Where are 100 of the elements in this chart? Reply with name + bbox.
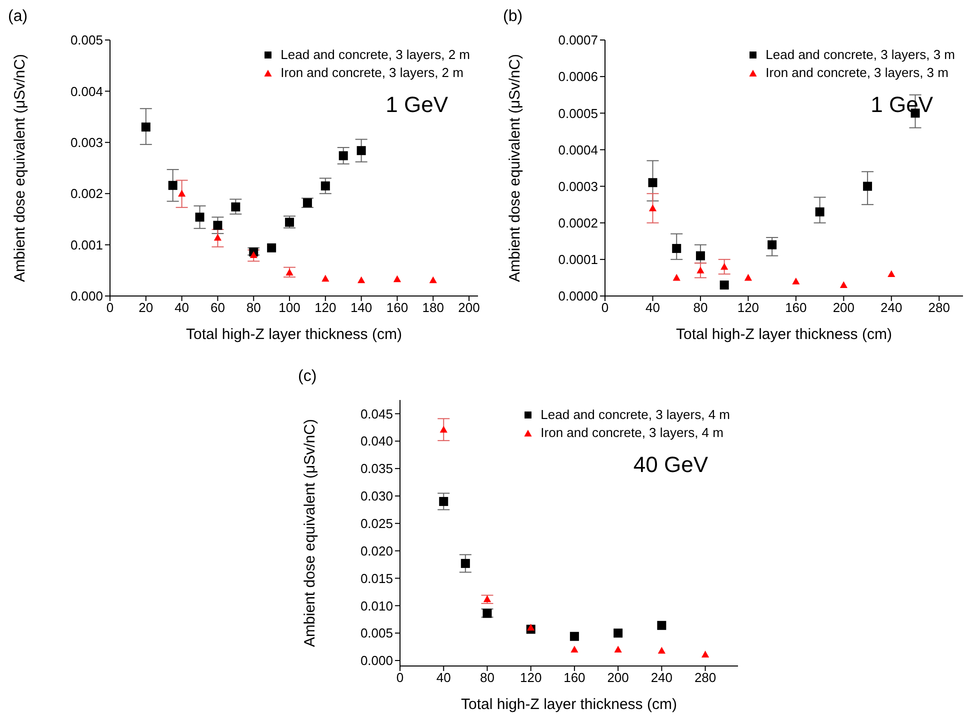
y-tick-label: 0.004 [70,84,103,99]
y-tick-label: 0.000 [70,288,103,304]
annotation: 40 GeV [633,452,708,478]
point [195,212,204,222]
x-tick-label: 20 [138,300,154,316]
x-tick-label: 120 [737,300,760,316]
y-tick-label: 0.005 [70,32,103,48]
point [648,178,658,188]
point [250,251,258,258]
x-tick-label: 0 [601,300,609,316]
point [648,204,657,212]
y-tick-label: 0.0000 [558,288,598,304]
point [888,270,896,278]
point [356,146,366,156]
x-tick-label: 40 [646,300,660,316]
point [720,262,728,270]
x-tick-label: 120 [520,670,542,686]
point [768,240,777,250]
point [614,646,622,653]
legend-label: Lead and concrete, 3 layers, 2 m [280,46,470,64]
legend-label: Iron and concrete, 3 layers, 4 m [540,424,724,442]
y-tick-label: 0.0003 [558,178,598,194]
point [657,620,666,630]
point [267,243,276,252]
x-tick-label: 80 [480,670,494,686]
point [696,266,704,274]
point [672,244,682,253]
legend-label: Iron and concrete, 3 layers, 3 m [766,64,948,82]
y-tick-label: 0.045 [360,406,393,422]
point [658,646,666,654]
point [320,181,330,190]
y-tick-label: 0.003 [70,135,103,150]
legend-label: Iron and concrete, 3 layers, 2 m [280,64,464,82]
x-tick-label: 120 [314,300,336,316]
y-tick-label: 0.001 [70,237,103,252]
x-axis-title: Total high-Z layer thickness (cm) [460,696,678,713]
point [744,274,752,281]
x-tick-label: 200 [832,300,855,316]
point [696,251,705,260]
x-tick-label: 0 [396,670,404,686]
x-tick-label: 200 [607,670,629,686]
point [231,202,240,212]
point [840,281,848,288]
text: (c) [298,368,317,386]
point [701,650,710,658]
x-tick-label: 180 [422,300,444,316]
x-tick-label: 280 [928,300,950,316]
point [322,274,330,282]
x-tick-label: 0 [106,300,114,316]
point [168,180,178,190]
x-tick-label: 160 [564,670,586,686]
x-tick-label: 160 [785,300,807,316]
y-tick-label: 0.035 [360,461,393,476]
point [213,220,222,230]
y-tick-label: 0.0004 [558,142,598,158]
x-axis-title: Total high-Z layer thickness (cm) [185,326,403,343]
x-tick-label: 140 [350,300,372,316]
annotation: 1 GeV [386,92,448,118]
point [792,278,800,284]
point [863,182,872,191]
x-tick-label: 160 [386,300,408,316]
x-tick-label: 40 [436,670,451,686]
y-tick-label: 0.020 [360,543,393,558]
y-tick-label: 0.002 [70,186,103,202]
y-tick-label: 0.025 [360,516,393,532]
point [614,628,623,638]
point [483,595,492,602]
y-axis-title: Ambient dose equivalent (μSv/nC) [302,419,318,647]
y-tick-label: 0.010 [360,598,393,614]
legend-label: Lead and concrete, 3 layers, 4 m [540,406,730,424]
y-tick-label: 0.015 [360,570,393,586]
point [439,496,448,506]
point [672,274,680,281]
x-tick-label: 80 [246,300,261,316]
point [358,276,366,284]
x-tick-label: 60 [210,300,225,316]
y-tick-label: 0.000 [360,653,393,668]
y-axis-title: Ambient dose equivalent (μSv/nC) [506,54,524,282]
y-tick-label: 0.0005 [558,106,598,121]
y-tick-label: 0.030 [360,488,393,504]
point [815,207,824,216]
point [338,151,348,160]
point [440,426,448,433]
x-tick-label: 240 [650,670,673,686]
point [141,122,150,132]
point [527,624,535,631]
y-axis-title: Ambient dose equivalent (μSv/nC) [12,54,28,282]
text: (a) [8,8,28,26]
point [570,632,579,641]
y-tick-label: 0.040 [360,434,393,449]
x-tick-label: 40 [174,300,190,316]
point [393,275,402,282]
y-tick-label: 0.005 [360,626,393,641]
x-tick-label: 240 [880,300,902,316]
point [429,276,437,284]
point [720,280,729,290]
point [460,558,470,568]
point [178,190,186,197]
x-axis-title: Total high-Z layer thickness (cm) [675,326,893,343]
point [214,234,222,241]
